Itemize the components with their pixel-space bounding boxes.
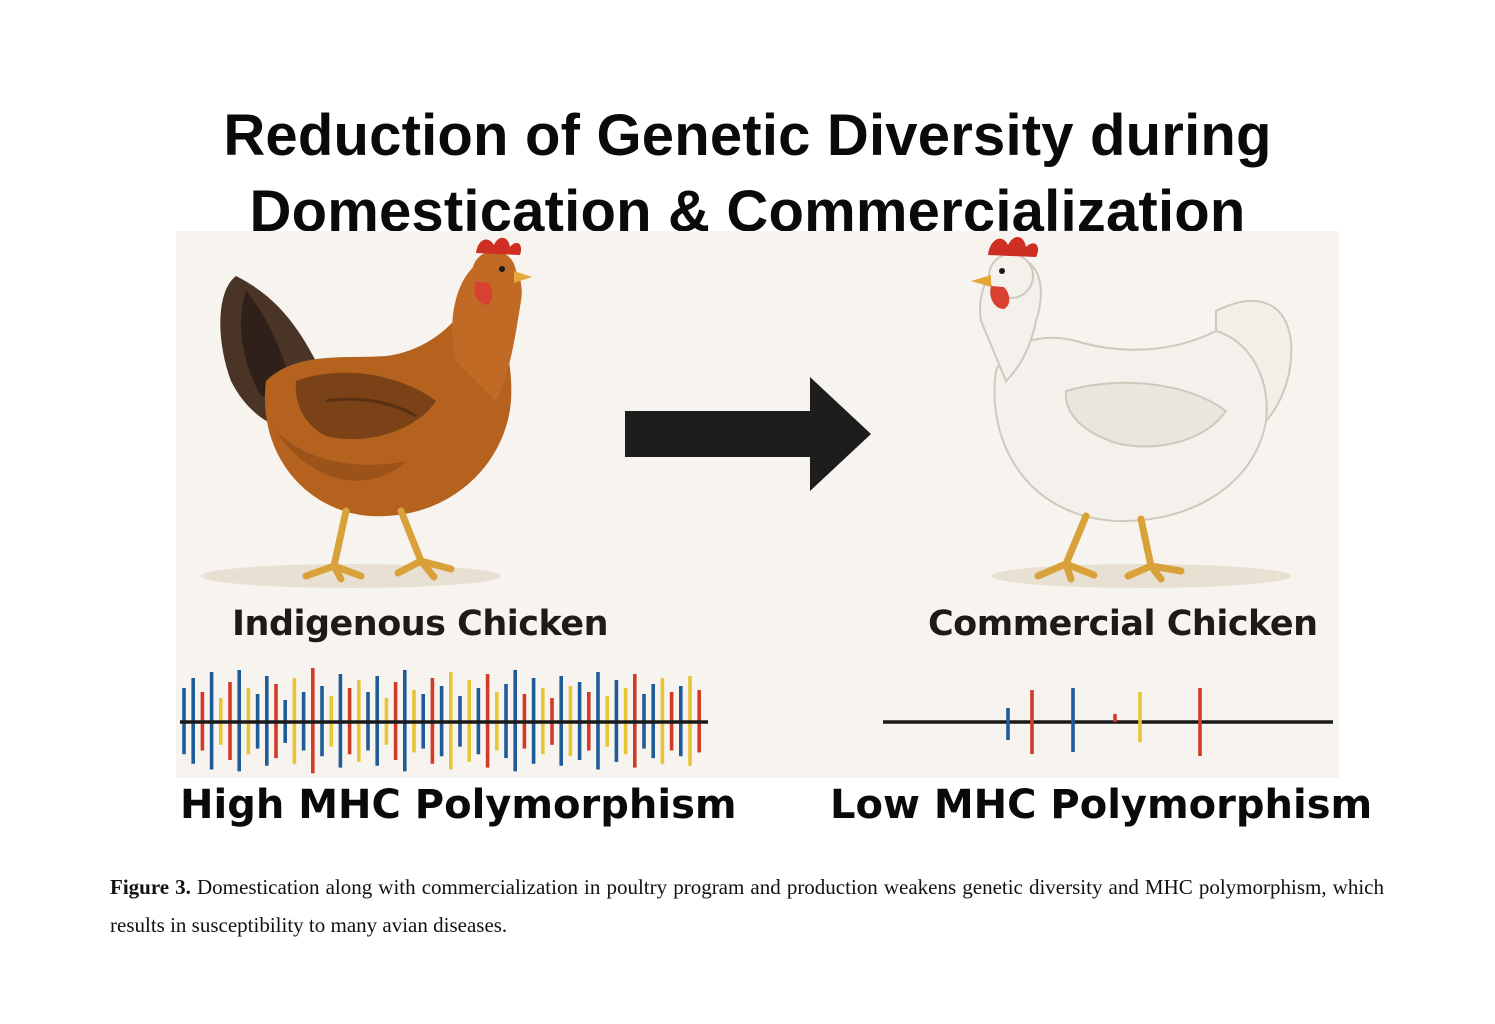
- caption-label: Figure 3.: [110, 875, 191, 899]
- right-arrow-icon: [625, 377, 871, 491]
- indigenous-chicken-label: Indigenous Chicken: [232, 604, 609, 644]
- commercial-chicken-icon: [971, 236, 1293, 588]
- high-polymorphism-allele-plot: [180, 668, 708, 774]
- illustration-panel: [176, 231, 1339, 778]
- caption-text: Domestication along with commercializati…: [110, 875, 1384, 937]
- high-polymorphism-label: High MHC Polymorphism: [180, 782, 737, 828]
- figure-title: Reduction of Genetic Diversity during Do…: [0, 98, 1495, 250]
- figure-caption: Figure 3. Domestication along with comme…: [110, 868, 1384, 944]
- illustration-svg: [180, 236, 1333, 774]
- low-polymorphism-label: Low MHC Polymorphism: [830, 782, 1373, 828]
- indigenous-chicken-icon: [201, 237, 532, 588]
- title-line-1: Reduction of Genetic Diversity during: [223, 103, 1272, 168]
- low-polymorphism-allele-plot: [883, 688, 1333, 756]
- commercial-chicken-label: Commercial Chicken: [928, 604, 1318, 644]
